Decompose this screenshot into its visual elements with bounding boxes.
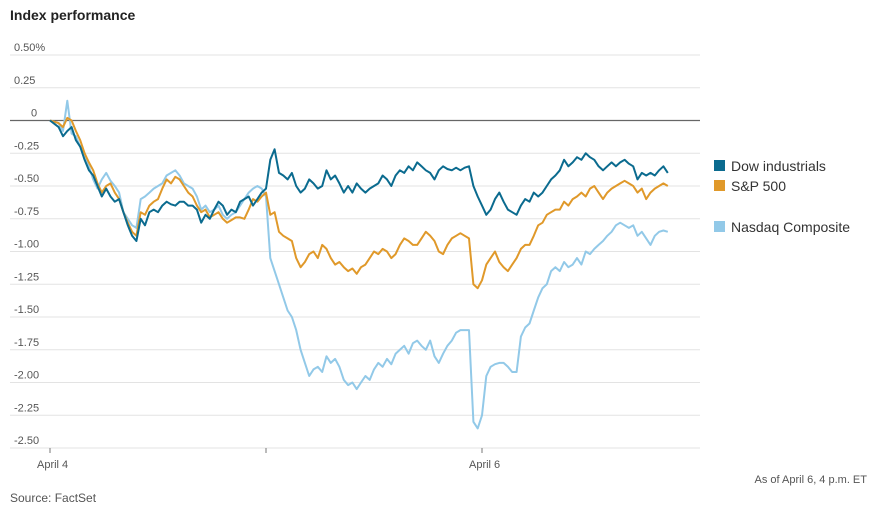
legend-swatch xyxy=(714,160,725,171)
y-axis-tick-labels: 0.50% 0.25 0 -0.25 -0.50 -0.75 -1.00 -1.25 -1.50… xyxy=(14,42,45,447)
x-axis: April 4 April 6 xyxy=(37,448,500,471)
legend-swatch xyxy=(714,180,725,191)
legend: Dow industrials S&P 500 Nasdaq Composite xyxy=(714,158,850,235)
x-tick-label: April 4 xyxy=(37,459,68,471)
series-line-nasdaq-composite xyxy=(49,99,669,430)
series-line-s-p-500 xyxy=(49,116,669,290)
y-tick-label: -1.25 xyxy=(14,271,39,283)
series-line-dow-industrials xyxy=(49,119,669,242)
legend-swatch xyxy=(714,221,725,232)
y-tick-label: -2.25 xyxy=(14,402,39,414)
legend-label: Dow industrials xyxy=(731,158,826,174)
y-tick-label: -1.00 xyxy=(14,239,39,251)
y-tick-label: 0.50% xyxy=(14,42,45,54)
y-tick-label: -2.50 xyxy=(14,435,39,447)
y-tick-label: -0.25 xyxy=(14,140,39,152)
y-tick-label: 0 xyxy=(31,108,37,120)
y-tick-label: -1.50 xyxy=(14,304,39,316)
y-tick-label: -0.50 xyxy=(14,173,39,185)
legend-label: S&P 500 xyxy=(731,178,786,194)
x-tick-label: April 6 xyxy=(469,459,500,471)
series-lines xyxy=(49,99,669,430)
y-tick-label: -0.75 xyxy=(14,206,39,218)
y-gridlines xyxy=(10,54,700,449)
y-tick-label: -2.00 xyxy=(14,370,39,382)
legend-label: Nasdaq Composite xyxy=(731,219,850,235)
y-tick-label: -1.75 xyxy=(14,337,39,349)
timestamp-note: As of April 6, 4 p.m. ET xyxy=(754,474,868,486)
source-note: Source: FactSet xyxy=(10,491,97,505)
chart-title: Index performance xyxy=(10,7,136,23)
y-tick-label: 0.25 xyxy=(14,75,35,87)
